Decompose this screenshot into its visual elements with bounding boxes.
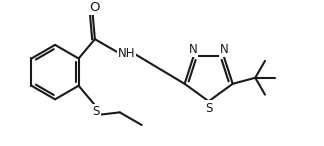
Text: NH: NH: [118, 47, 135, 60]
Text: N: N: [220, 43, 229, 56]
Text: N: N: [189, 43, 197, 56]
Text: S: S: [92, 105, 99, 118]
Text: O: O: [89, 1, 100, 14]
Text: S: S: [205, 102, 212, 115]
